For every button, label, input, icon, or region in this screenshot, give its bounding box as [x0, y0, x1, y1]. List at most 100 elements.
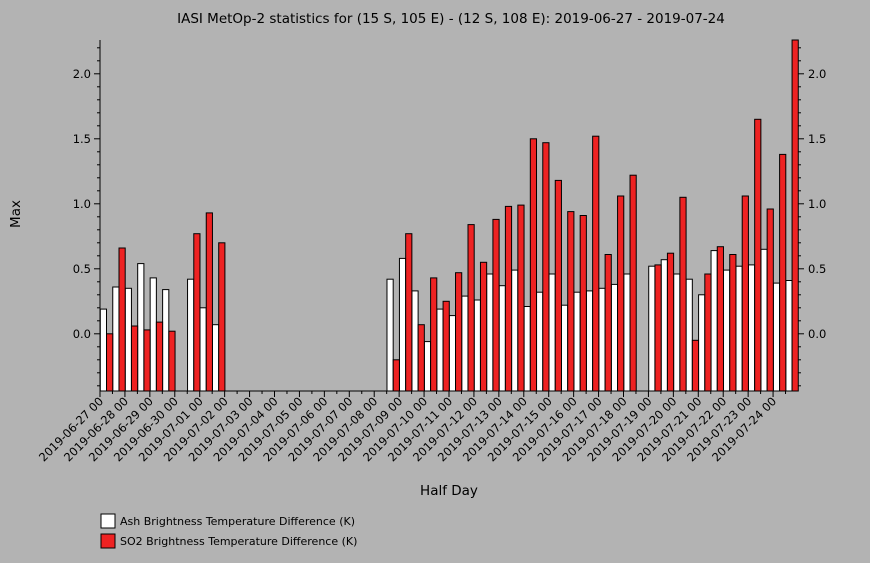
so2-bar [205, 212, 213, 392]
so2-bar [106, 333, 114, 392]
ash-bar [149, 277, 157, 392]
ash-bar [112, 286, 120, 392]
so2-bar [504, 205, 513, 392]
ash-bar [698, 294, 706, 392]
ash-bar [511, 269, 519, 392]
ash-bar [398, 257, 407, 392]
ash-bar [560, 304, 569, 392]
chart-title: IASI MetOp-2 statistics for (15 S, 105 E… [177, 11, 725, 27]
y-tick-label-right: 0.0 [808, 327, 826, 341]
so2-bar [754, 118, 762, 392]
ash-bar [211, 324, 220, 392]
so2-bar [155, 321, 164, 392]
legend-swatch-so2 [100, 533, 116, 549]
ash-bar [448, 315, 456, 392]
ash-bar [523, 306, 531, 392]
ash-bar [648, 265, 656, 392]
legend-label-so2: SO2 Brightness Temperature Difference (K… [120, 535, 357, 548]
so2-bar [679, 196, 687, 392]
ash-bar [772, 282, 781, 392]
so2-bar [567, 211, 575, 392]
y-axis-label: Max [8, 200, 24, 228]
ash-bar [673, 273, 681, 392]
so2-bar [716, 246, 724, 392]
y-tick-label-right: 2.0 [808, 67, 826, 81]
so2-bar [529, 138, 538, 392]
ash-bar [747, 264, 756, 392]
legend-swatch-ash [100, 513, 116, 529]
so2-bar [704, 273, 712, 392]
so2-bar [168, 330, 176, 392]
y-tick-label: 1.5 [73, 132, 91, 146]
so2-bar [405, 233, 413, 392]
so2-bar [455, 272, 463, 392]
so2-bar [130, 325, 139, 392]
ash-bar [187, 278, 195, 392]
ash-bar [623, 273, 631, 392]
so2-bar [442, 300, 450, 392]
y-tick-label-right: 1.5 [808, 132, 826, 146]
so2-bar [143, 329, 151, 392]
bars [99, 39, 799, 392]
y-ticks-right: 0.0 0.5 1.0 1.5 2.0 [798, 47, 826, 387]
ash-bar [723, 269, 731, 392]
ash-bar [660, 259, 668, 392]
so2-bar [542, 142, 550, 392]
so2-bar [741, 195, 749, 392]
so2-bar [467, 224, 475, 392]
ash-bar [411, 290, 419, 392]
ash-bar [486, 273, 494, 392]
so2-bar [766, 208, 774, 392]
ash-bar [585, 290, 594, 392]
so2-bar [417, 324, 425, 392]
so2-bar [479, 261, 488, 392]
so2-bar [579, 215, 587, 392]
ash-bar [598, 287, 606, 392]
ash-bar [548, 273, 556, 392]
ash-bar [573, 291, 581, 392]
so2-bar [604, 254, 612, 392]
ash-bar [735, 265, 743, 392]
ash-bar [461, 295, 469, 392]
ash-bar [162, 289, 170, 392]
y-ticks-left: 0.0 0.5 1.0 1.5 2.0 [73, 47, 100, 387]
y-tick-label: 0.0 [73, 327, 91, 341]
y-tick-label: 1.0 [73, 197, 91, 211]
x-axis-label: Half Day [420, 483, 478, 499]
ash-bar [137, 263, 145, 392]
so2-bar [554, 179, 562, 392]
so2-bar [392, 359, 400, 392]
so2-bar [430, 277, 438, 392]
ash-bar [685, 278, 693, 392]
ash-bar [423, 341, 432, 392]
ash-bar [436, 308, 444, 392]
legend: Ash Brightness Temperature Difference (K… [100, 513, 357, 549]
so2-bar [118, 247, 126, 392]
so2-bar [791, 39, 799, 392]
legend-label-ash: Ash Brightness Temperature Difference (K… [120, 515, 355, 528]
ash-bar [99, 308, 108, 392]
y-tick-label: 0.5 [73, 262, 91, 276]
y-tick-label-right: 0.5 [808, 262, 826, 276]
so2-bar [779, 153, 787, 392]
ash-bar [710, 250, 718, 392]
ash-bar [610, 283, 619, 392]
so2-bar [654, 264, 662, 392]
ash-bar [760, 248, 768, 392]
so2-bar [729, 254, 737, 392]
so2-bar [592, 135, 600, 392]
so2-bar [666, 252, 675, 392]
so2-bar [193, 233, 201, 392]
y-tick-label-right: 1.0 [808, 197, 826, 211]
so2-bar [629, 174, 637, 392]
ash-bar [498, 285, 506, 392]
ash-bar [386, 278, 394, 392]
ash-bar [473, 299, 481, 392]
so2-bar [218, 242, 226, 392]
so2-bar [617, 195, 625, 392]
so2-bar [691, 339, 700, 392]
so2-bar [492, 218, 500, 392]
ash-bar [124, 287, 132, 392]
